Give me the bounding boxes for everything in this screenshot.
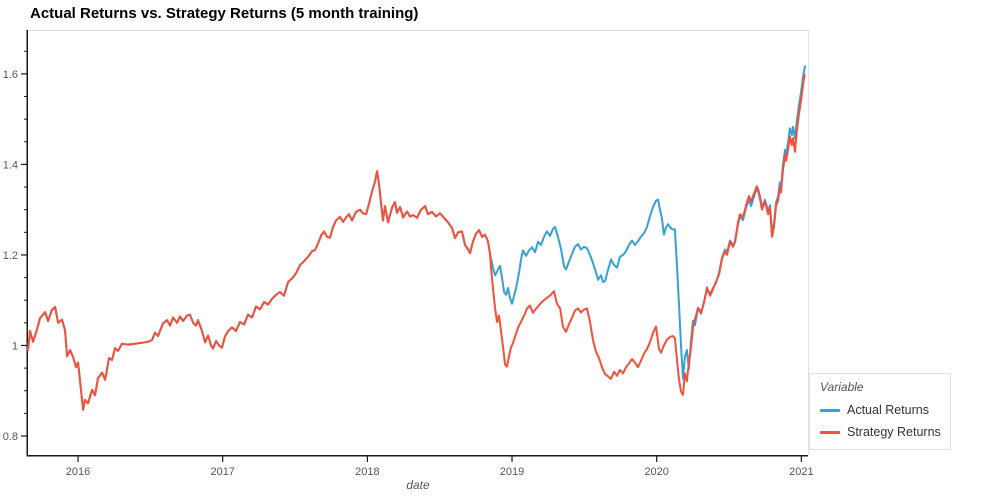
legend-line-swatch-actual <box>820 408 840 412</box>
x-tick-label: 2018 <box>355 466 379 478</box>
y-tick-label: 1.4 <box>3 159 18 171</box>
legend-line-swatch-strategy <box>820 430 840 434</box>
legend-title: Variable <box>820 380 864 394</box>
legend-label-actual: Actual Returns <box>847 403 929 417</box>
x-axis-title: date <box>406 478 430 492</box>
chart-title: Actual Returns vs. Strategy Returns (5 m… <box>30 5 419 22</box>
x-tick-label: 2019 <box>500 466 524 478</box>
series-line-strategy-returns <box>27 73 806 411</box>
x-tick-label: 2020 <box>644 466 668 478</box>
x-tick-label: 2017 <box>210 466 234 478</box>
y-tick-label: 0.8 <box>3 431 18 443</box>
x-tick-label: 2016 <box>66 466 90 478</box>
x-tick-label: 2021 <box>789 466 813 478</box>
legend-label-strategy: Strategy Returns <box>847 425 941 439</box>
y-tick-label: 1.2 <box>3 250 18 262</box>
y-tick-label: 1 <box>12 340 18 352</box>
legend-item-strategy-returns[interactable]: Strategy Returns <box>820 421 942 443</box>
legend: Variable Actual Returns Strategy Returns <box>809 373 951 450</box>
plot-area[interactable] <box>28 30 808 455</box>
y-tick-label: 1.6 <box>3 69 18 81</box>
legend-item-actual-returns[interactable]: Actual Returns <box>820 399 942 421</box>
